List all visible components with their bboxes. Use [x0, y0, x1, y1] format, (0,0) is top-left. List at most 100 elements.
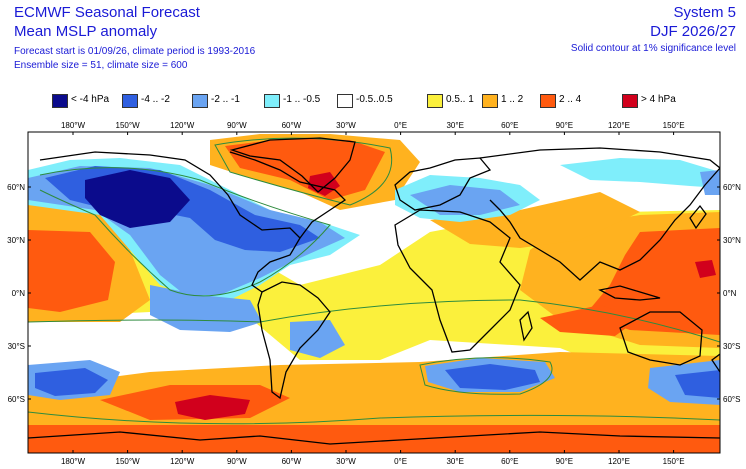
- legend-label: -4 .. -2: [141, 94, 170, 105]
- contour-note: Solid contour at 1% significance level: [570, 43, 736, 54]
- significance-contour-tropics: [28, 299, 720, 343]
- lon-tick-label: 30°E: [446, 121, 463, 130]
- lon-tick-label: 150°W: [116, 121, 141, 130]
- legend-swatch: [122, 94, 138, 108]
- coast-antarctica: [28, 431, 720, 445]
- coastlines: [28, 137, 720, 445]
- ensemble-info: Ensemble size = 51, climate size = 600: [14, 60, 188, 71]
- lon-tick-label: 120°W: [170, 121, 195, 130]
- lon-tick-label: 0°E: [394, 121, 407, 130]
- coast-north-america-east: [229, 151, 347, 239]
- lon-tick-label: 150°E: [663, 457, 685, 466]
- red-orange-greenland: [225, 138, 385, 200]
- legend-label: -2 .. -1: [211, 94, 240, 105]
- coast-europe: [394, 157, 492, 211]
- significance-contour-southern: [419, 357, 553, 395]
- coast-japan: [689, 204, 707, 230]
- lat-tick-label: 30°N: [723, 236, 741, 245]
- coast-greenland: [229, 137, 356, 193]
- lon-tick-label: 60°E: [501, 121, 518, 130]
- system-label: System 5: [673, 4, 736, 21]
- lat-tick-label: 60°N: [7, 183, 25, 192]
- lon-tick-label: 60°W: [282, 121, 302, 130]
- legend-label: 1 .. 2: [501, 94, 524, 105]
- coast-south-america: [257, 281, 331, 400]
- lon-tick-label: 90°E: [556, 457, 573, 466]
- legend-swatch: [264, 94, 280, 108]
- legend-label: < -4 hPa: [71, 94, 110, 105]
- legend-swatch: [52, 94, 68, 108]
- significance-contour-antarctic: [28, 411, 720, 425]
- lon-tick-label: 30°W: [336, 121, 356, 130]
- lon-tick-label: 90°W: [227, 457, 247, 466]
- blue-south-pacific-east: [675, 370, 720, 398]
- lat-tick-label: 30°S: [8, 342, 25, 351]
- lon-tick-label: 150°W: [116, 457, 141, 466]
- lat-tick-label: 60°N: [723, 183, 741, 192]
- significance-contour-north-pacific: [39, 167, 331, 297]
- lon-tick-label: 30°W: [336, 457, 356, 466]
- coast-madagascar: [519, 310, 533, 342]
- coast-north-america: [39, 151, 301, 293]
- blue-south-indian-ocean: [445, 364, 540, 390]
- red-core-southern-pacific: [175, 395, 250, 420]
- legend-label: 0.5.. 1: [446, 94, 474, 105]
- page-subtitle: Mean MSLP anomaly: [14, 23, 158, 40]
- legend-swatch: [337, 94, 353, 108]
- lon-tick-label: 120°W: [170, 457, 195, 466]
- orange-asia: [430, 192, 640, 248]
- coast-asia: [479, 147, 720, 281]
- lat-tick-label: 0°N: [723, 289, 737, 298]
- legend-swatch: [482, 94, 498, 108]
- lat-tick-label: 60°S: [723, 395, 740, 404]
- light-blue-europe: [410, 185, 520, 215]
- legend-swatch: [192, 94, 208, 108]
- lat-tick-label: 60°S: [8, 395, 25, 404]
- legend-swatch: [427, 94, 443, 108]
- page-title: ECMWF Seasonal Forecast: [14, 4, 200, 21]
- red-orange-antarctic: [28, 425, 720, 453]
- lon-tick-label: 60°E: [501, 457, 518, 466]
- red-orange-north-pacific: [28, 230, 115, 312]
- lon-tick-label: 180°W: [61, 457, 86, 466]
- legend-swatch: [540, 94, 556, 108]
- lon-ticks-bottom: 180°W 150°W 120°W 90°W 60°W 30°W 0°E 30°E 60°E 90…: [61, 450, 685, 466]
- lat-tick-label: 0°N: [12, 289, 26, 298]
- legend-label: 2 .. 4: [559, 94, 582, 105]
- lat-tick-label: 30°N: [7, 236, 25, 245]
- lon-tick-label: 150°E: [663, 121, 685, 130]
- coast-indonesia: [598, 285, 661, 301]
- lon-tick-label: 90°W: [227, 121, 247, 130]
- lon-tick-label: 120°E: [608, 457, 630, 466]
- light-blue-arctic-east: [700, 170, 720, 195]
- legend-label: -1 .. -0.5: [283, 94, 321, 105]
- coast-new-zealand: [711, 353, 720, 374]
- coast-australia: [619, 311, 703, 366]
- forecast-info: Forecast start is 01/09/26, climate peri…: [14, 46, 256, 57]
- lat-ticks-right: 60°N 30°N 0°N 30°S 60°S: [717, 183, 741, 404]
- map-field: [28, 132, 720, 453]
- coast-africa: [394, 209, 521, 353]
- legend-label: > 4 hPa: [641, 94, 676, 105]
- red-core-philippine: [695, 260, 716, 278]
- dark-blue-aleutian-low: [85, 170, 190, 228]
- cyan-arctic: [560, 158, 720, 188]
- lon-tick-label: 120°E: [608, 121, 630, 130]
- blue-south-pacific-west: [35, 368, 108, 396]
- lon-tick-label: 0°E: [394, 457, 407, 466]
- legend-label: -0.5..0.5: [356, 94, 393, 105]
- red-orange-south-indian: [540, 305, 640, 336]
- red-orange-west-pacific: [585, 228, 720, 335]
- light-blue-south-atlantic: [290, 320, 345, 358]
- lon-ticks-top: 180°W 150°W 120°W 90°W 60°W 30°W 0°E 30°E 60°E 90…: [61, 121, 685, 135]
- legend-swatch: [622, 94, 638, 108]
- lat-ticks-left: 60°N 30°N 0°N 30°S 60°S: [7, 183, 31, 404]
- lon-tick-label: 90°E: [556, 121, 573, 130]
- significance-contour-greenland: [214, 137, 393, 206]
- lat-tick-label: 30°S: [723, 342, 740, 351]
- season-label: DJF 2026/27: [650, 23, 736, 40]
- lon-tick-label: 60°W: [282, 457, 302, 466]
- lon-tick-label: 180°W: [61, 121, 86, 130]
- lon-tick-label: 30°E: [446, 457, 463, 466]
